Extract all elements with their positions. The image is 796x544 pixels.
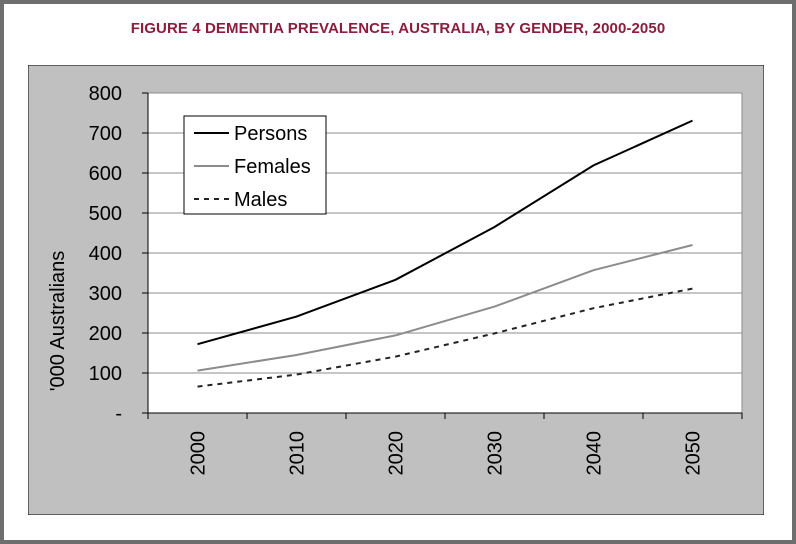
y-tick-label: 600: [89, 163, 122, 185]
series-line-females: [197, 244, 693, 372]
x-tick-label: 2050: [683, 431, 705, 476]
y-tick-label: 300: [89, 283, 122, 305]
y-tick-label: 500: [89, 203, 122, 225]
legend-label-persons: Persons: [234, 123, 307, 145]
y-tick-label: 100: [89, 363, 122, 385]
x-tick-label: 2030: [485, 431, 507, 476]
series-line-persons: [197, 119, 693, 346]
y-tick-label: -: [115, 403, 122, 425]
y-axis-label: '000 Australians: [47, 251, 69, 392]
figure-title: FIGURE 4 DEMENTIA PREVALENCE, AUSTRALIA,…: [130, 20, 666, 37]
axes: [142, 92, 743, 419]
line-chart: - 100 200 300 400 500 600 700 800 2000 2010 2020 203…: [28, 65, 764, 515]
legend-label-males: Males: [234, 189, 287, 211]
x-tick-label: 2040: [584, 431, 606, 476]
x-tick-label: 2010: [287, 431, 309, 476]
y-tick-label: 200: [89, 323, 122, 345]
x-tick-label: 2000: [188, 431, 210, 476]
y-tick-label: 700: [89, 123, 122, 145]
x-tick-label: 2020: [386, 431, 408, 476]
gridlines: [148, 92, 742, 374]
series-line-males: [197, 287, 693, 388]
legend: Persons Females Males: [183, 115, 327, 215]
y-tick-label: 800: [89, 83, 122, 105]
tick-labels: - 100 200 300 400 500 600 700 800 2000 2010 2020 203…: [89, 83, 705, 476]
series-lines: [197, 119, 693, 388]
y-tick-label: 400: [89, 243, 122, 265]
legend-label-females: Females: [234, 156, 311, 178]
